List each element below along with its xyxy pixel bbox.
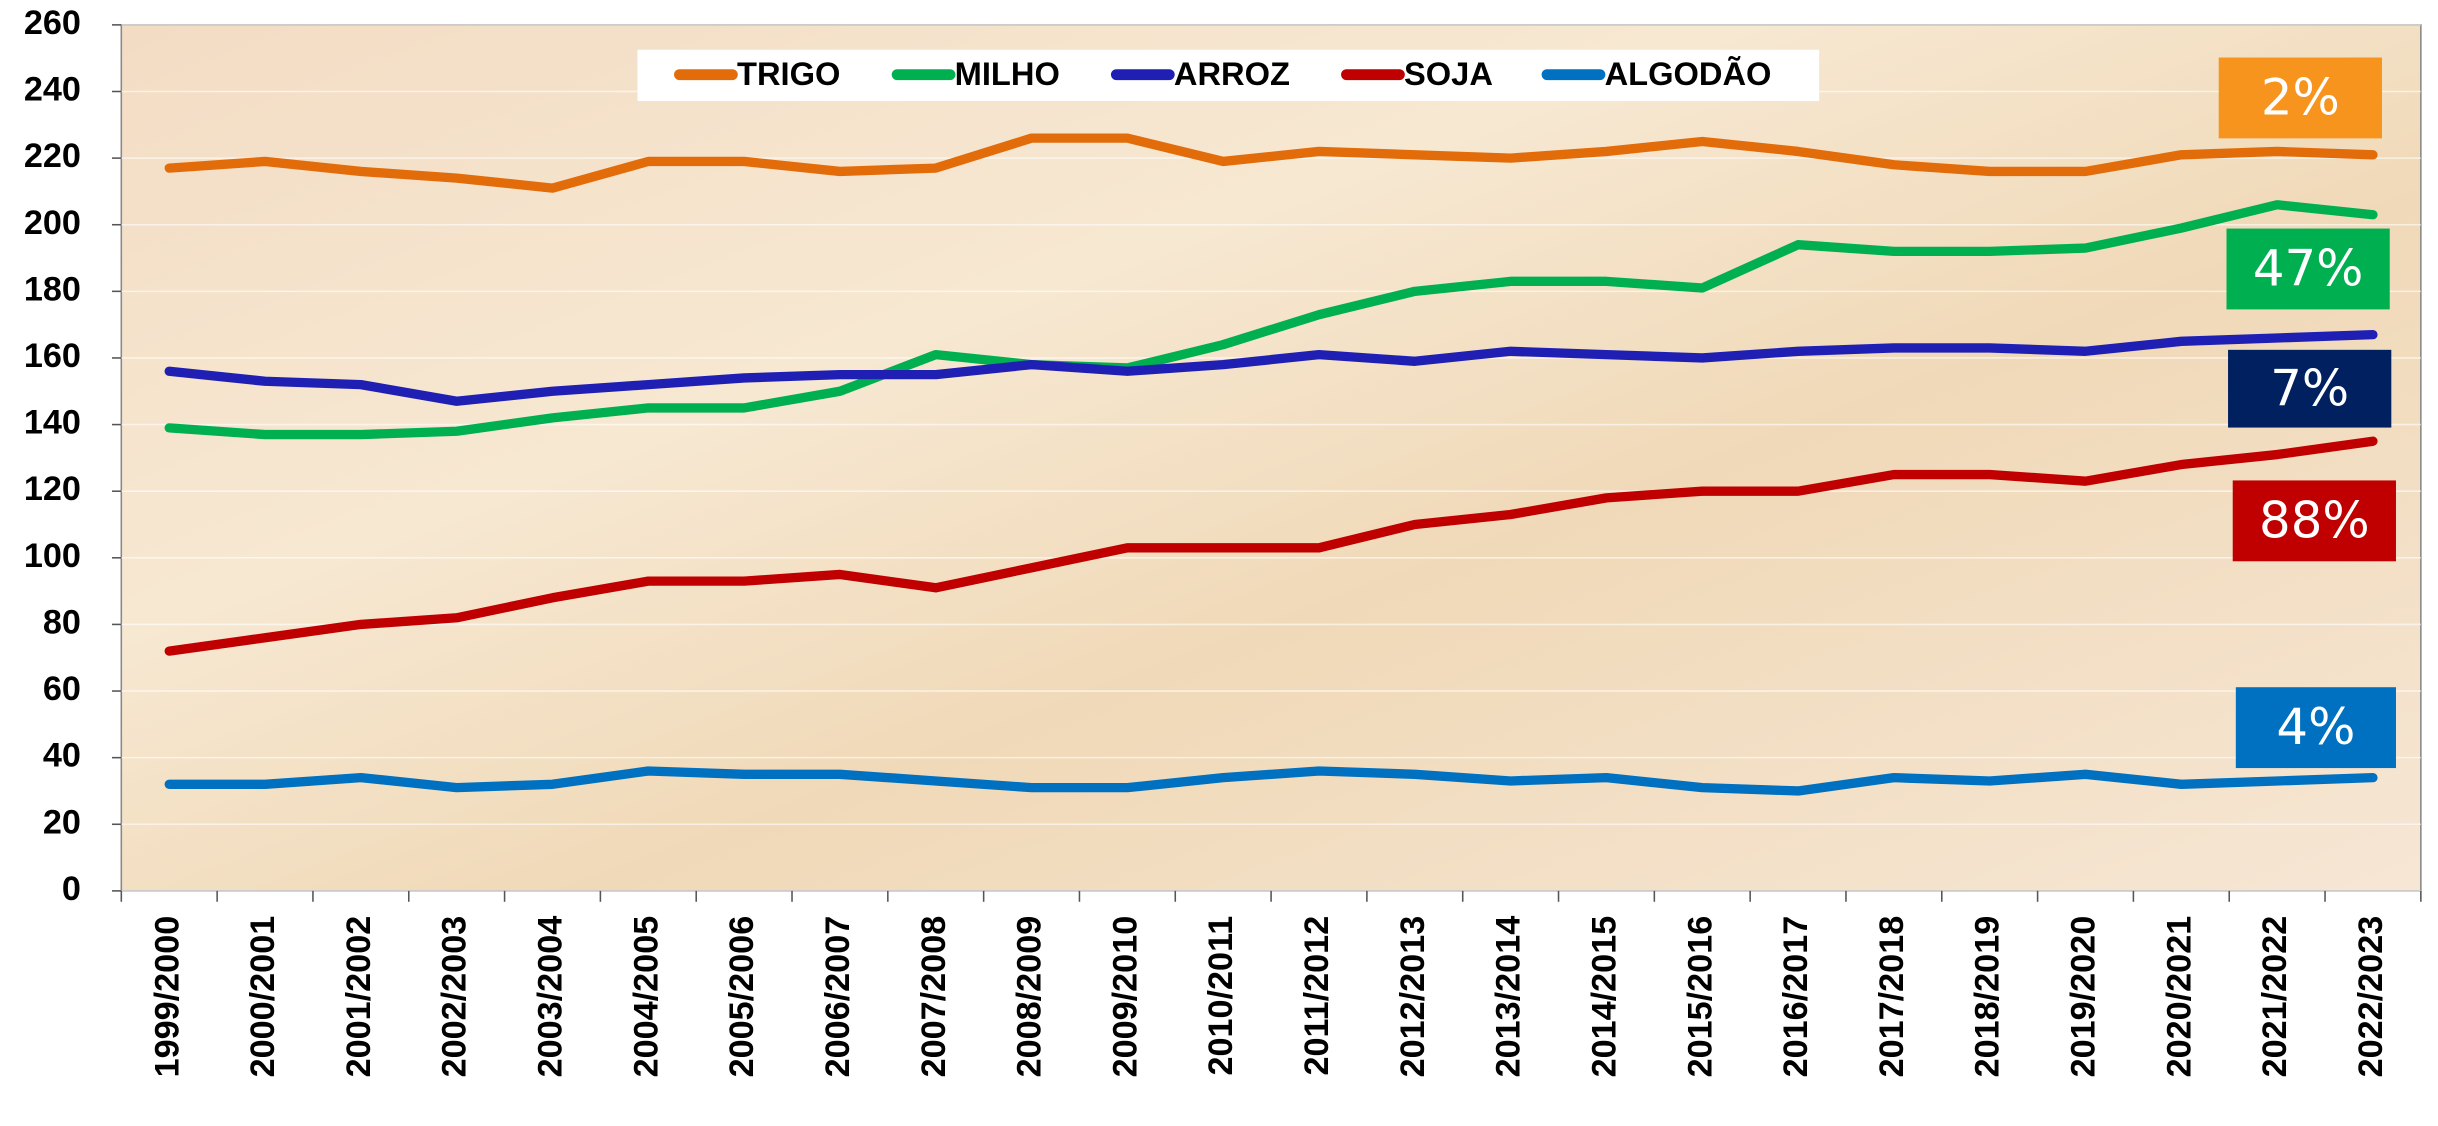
legend-label: SOJA — [1404, 55, 1493, 92]
x-tick-label: 2009/2010 — [1106, 916, 1144, 1078]
y-tick-label: 20 — [43, 803, 81, 841]
y-tick-label: 120 — [24, 470, 81, 508]
legend-label: TRIGO — [737, 55, 840, 92]
y-tick-label: 100 — [24, 537, 81, 575]
x-tick-label: 1999/2000 — [148, 916, 186, 1078]
y-tick-label: 160 — [24, 337, 81, 375]
x-tick-label: 2010/2011 — [1202, 916, 1240, 1076]
y-tick-label: 260 — [24, 4, 81, 42]
legend-label: ARROZ — [1174, 55, 1290, 92]
series-line — [164, 329, 2378, 406]
x-tick-label: 2015/2016 — [1681, 916, 1719, 1078]
x-tick-label: 2004/2005 — [627, 916, 665, 1078]
badge — [2232, 480, 2396, 562]
badge-label: 47% — [2253, 240, 2364, 298]
badge-label: 4% — [2276, 698, 2355, 756]
y-tick-label: 180 — [24, 270, 81, 308]
y-tick-label: 140 — [24, 404, 81, 442]
x-tick-label: 2014/2015 — [1585, 916, 1623, 1078]
badge — [2226, 228, 2390, 310]
x-tick-label: 2006/2007 — [819, 916, 857, 1078]
badge — [2235, 687, 2396, 769]
series-line — [164, 133, 2378, 193]
x-tick-label: 2003/2004 — [532, 916, 570, 1078]
series-line — [164, 766, 2378, 796]
x-tick-label: 2019/2020 — [2065, 916, 2103, 1078]
legend-label: MILHO — [955, 55, 1060, 92]
x-tick-label: 2011/2012 — [1298, 916, 1336, 1076]
y-tick-label: 0 — [62, 870, 81, 908]
x-tick-label: 2016/2017 — [1777, 916, 1815, 1078]
legend-label: ALGODÃO — [1605, 55, 1772, 92]
y-tick-label: 40 — [43, 737, 81, 775]
x-tick-label: 2018/2019 — [1969, 916, 2007, 1078]
x-tick-label: 2007/2008 — [915, 916, 953, 1078]
x-tick-label: 2002/2003 — [436, 916, 474, 1078]
series-line — [164, 200, 2378, 440]
x-tick-label: 2008/2009 — [1011, 916, 1049, 1078]
badge-label: 88% — [2259, 491, 2370, 549]
x-tick-label: 2000/2001 — [244, 916, 282, 1078]
x-tick-label: 2021/2022 — [2256, 916, 2294, 1078]
x-tick-label: 2022/2023 — [2352, 916, 2390, 1078]
y-tick-label: 240 — [24, 71, 81, 109]
x-tick-label: 2012/2013 — [1394, 916, 1432, 1078]
x-tick-label: 2017/2018 — [1873, 916, 1911, 1078]
x-tick-label: 2013/2014 — [1490, 916, 1528, 1078]
y-tick-label: 220 — [24, 137, 81, 175]
x-tick-label: 2001/2002 — [340, 916, 378, 1078]
legend — [637, 49, 1820, 102]
x-tick-label: 2005/2006 — [723, 916, 761, 1078]
badge-label: 2% — [2261, 69, 2340, 127]
badge — [2228, 349, 2392, 428]
y-tick-label: 200 — [24, 204, 81, 242]
y-tick-label: 80 — [43, 603, 81, 641]
series-line — [164, 436, 2378, 656]
y-tick-label: 60 — [43, 670, 81, 708]
badge-label: 7% — [2270, 359, 2349, 417]
badge — [2218, 57, 2382, 139]
x-tick-label: 2020/2021 — [2160, 916, 2198, 1078]
